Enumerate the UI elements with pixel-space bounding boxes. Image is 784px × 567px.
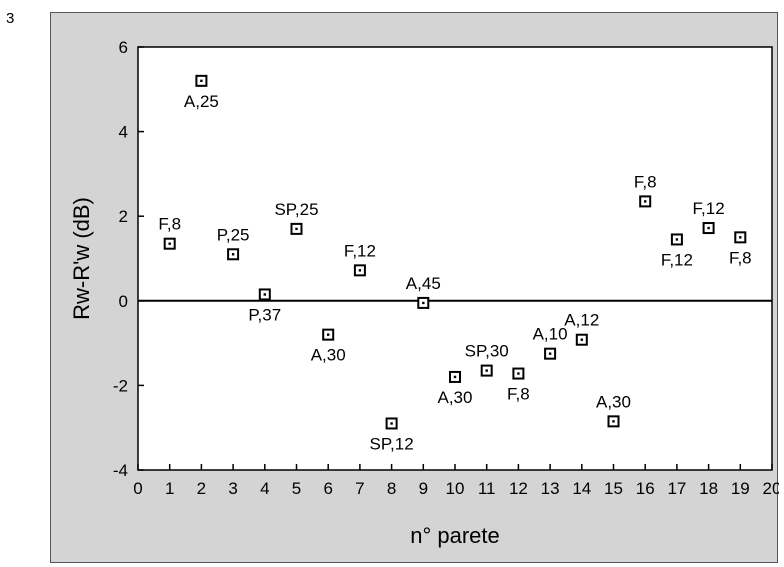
data-point: SP,12 (370, 417, 414, 453)
x-tick-label: 14 (572, 479, 591, 498)
x-tick-label: 7 (355, 479, 364, 498)
point-label: SP,12 (370, 434, 414, 453)
data-point: F,12 (344, 241, 376, 277)
x-tick-label: 16 (636, 479, 655, 498)
point-label: F,12 (661, 250, 693, 269)
x-tick-label: 13 (541, 479, 560, 498)
point-marker-dot (422, 301, 425, 305)
data-point: F,8 (507, 367, 530, 404)
point-marker-dot (675, 238, 679, 241)
x-tick-label: 9 (419, 479, 428, 498)
data-point: A,25 (184, 74, 219, 111)
x-tick-label: 12 (509, 479, 528, 498)
point-marker-dot (453, 375, 457, 379)
data-point: SP,30 (465, 342, 509, 377)
point-marker-dot (358, 269, 362, 272)
figure-number: 3 (6, 10, 15, 27)
data-point: A,30 (596, 392, 631, 428)
data-point: F,8 (158, 215, 181, 250)
x-tick-label: 18 (699, 479, 718, 498)
point-label: P,37 (248, 305, 281, 324)
point-marker-dot (644, 200, 647, 203)
point-marker-dot (390, 422, 393, 425)
point-label: F,8 (507, 385, 530, 404)
point-label: A,45 (406, 274, 441, 293)
plot-area (137, 46, 773, 471)
data-point: P,25 (217, 225, 250, 261)
point-marker-dot (168, 242, 171, 245)
x-tick-label: 15 (604, 479, 623, 498)
x-tick-label: 3 (228, 479, 237, 498)
x-tick-label: 1 (165, 479, 174, 498)
y-tick-label: 6 (119, 38, 128, 57)
data-points: F,8 A,25 P,25 P,37 SP,25 A,30 F,12 SP,12 A,45 A,3… (158, 74, 752, 453)
point-marker-dot (612, 420, 615, 423)
data-point: F,8 (634, 172, 657, 208)
y-tick-label: 2 (119, 207, 128, 226)
point-label: A,30 (596, 392, 631, 411)
y-tick-label: 0 (119, 292, 128, 311)
data-point: A,30 (311, 328, 346, 365)
data-point: F,8 (729, 231, 752, 267)
data-point: SP,25 (274, 200, 319, 235)
x-tick-label: 17 (667, 479, 686, 498)
x-axis: 0 1 2 3 4 5 6 7 8 9 10 11 12 13 14 15 16 17 18 19 20 (133, 464, 779, 498)
x-tick-label: 2 (197, 479, 206, 498)
point-label: F,8 (634, 172, 657, 191)
y-tick-label: -4 (113, 461, 128, 480)
data-point: F,12 (661, 233, 693, 269)
point-label: F,8 (729, 248, 752, 267)
point-marker-dot (295, 227, 298, 231)
point-marker-dot (517, 372, 520, 375)
point-label: SP,25 (274, 200, 318, 219)
data-point: A,10 (533, 325, 568, 360)
point-label: A,12 (564, 311, 599, 330)
point-label: F,8 (158, 215, 181, 234)
x-tick-label: 11 (478, 479, 496, 498)
data-point: A,30 (438, 370, 473, 407)
y-axis-title: Rw-R'w (dB) (69, 197, 94, 320)
y-tick-label: -2 (113, 376, 128, 395)
point-label: A,25 (184, 92, 219, 111)
point-label: SP,30 (465, 342, 509, 361)
x-tick-label: 10 (446, 479, 465, 498)
y-axis: -4 -2 0 2 4 6 (113, 38, 144, 480)
point-label: F,12 (693, 199, 725, 218)
chart-panel: -4 -2 0 2 4 6 0 1 2 3 4 5 6 7 8 9 10 11 12 13 14 15 16 17 18 19 2… (50, 12, 779, 563)
x-tick-label: 6 (323, 479, 332, 498)
point-marker-dot (485, 369, 488, 372)
y-tick-label: 4 (119, 123, 128, 142)
data-point: F,12 (693, 199, 725, 235)
point-marker-dot (327, 333, 330, 336)
point-marker-dot (548, 352, 552, 355)
x-tick-label: 4 (260, 479, 269, 498)
point-label: A,30 (311, 346, 346, 365)
x-tick-label: 8 (387, 479, 396, 498)
x-axis-title: n° parete (410, 523, 500, 548)
point-marker-dot (580, 338, 583, 341)
data-point: P,37 (248, 288, 281, 324)
point-marker-dot (231, 253, 235, 256)
point-label: P,25 (217, 225, 250, 244)
point-marker-dot (263, 293, 266, 296)
data-point: A,12 (564, 311, 599, 346)
point-marker-dot (200, 79, 203, 83)
point-label: A,10 (533, 325, 568, 344)
data-point: A,45 (406, 274, 441, 309)
point-label: A,30 (438, 388, 473, 407)
point-marker-dot (739, 236, 742, 239)
x-tick-label: 19 (731, 479, 750, 498)
x-tick-label: 5 (292, 479, 301, 498)
x-tick-label: 0 (133, 479, 142, 498)
point-marker-dot (707, 226, 710, 230)
x-tick-label: 20 (763, 479, 779, 498)
point-label: F,12 (344, 241, 376, 260)
